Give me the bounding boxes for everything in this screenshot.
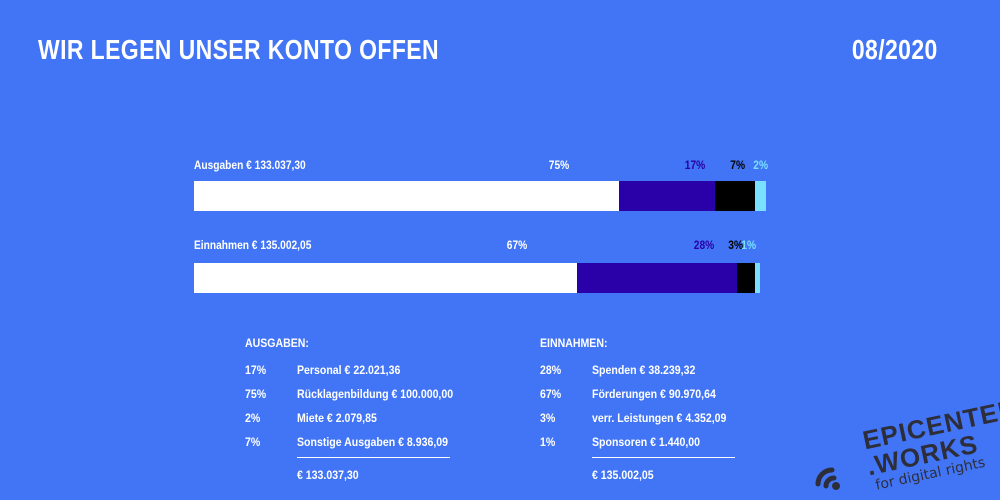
total-value: € 135.002,05 bbox=[592, 468, 654, 482]
pct-label: 1% bbox=[741, 238, 757, 252]
pct-label: 17% bbox=[684, 158, 705, 172]
bar-ausgaben bbox=[194, 181, 767, 211]
epicenter-works-logo: EPICENTER .WORKS for digital rights bbox=[812, 393, 1000, 498]
item-text: Miete € 2.079,85 bbox=[297, 411, 377, 425]
item-pct: 1% bbox=[540, 435, 556, 449]
section-heading: AUSGABEN: bbox=[245, 336, 309, 350]
page-title: WIR LEGEN UNSER KONTO OFFEN bbox=[38, 34, 439, 65]
item-pct: 2% bbox=[245, 411, 261, 425]
bar-segment bbox=[618, 181, 716, 211]
item-text: Spenden € 38.239,32 bbox=[592, 363, 696, 377]
bar-segment bbox=[754, 181, 767, 211]
pct-label: 67% bbox=[507, 238, 528, 252]
item-pct: 7% bbox=[245, 435, 261, 449]
report-date: 08/2020 bbox=[852, 34, 938, 65]
bar-segment bbox=[754, 263, 761, 293]
bar-label-ausgaben: Ausgaben € 133.037,30 bbox=[194, 158, 306, 172]
sum-divider bbox=[592, 457, 735, 458]
item-pct: 67% bbox=[540, 387, 562, 401]
bar-segment bbox=[577, 263, 738, 293]
bar-segment bbox=[715, 181, 755, 211]
sum-divider bbox=[297, 457, 450, 458]
signal-waves-icon bbox=[815, 467, 840, 490]
item-pct: 28% bbox=[540, 363, 562, 377]
item-text: Sonstige Ausgaben € 8.936,09 bbox=[297, 435, 449, 449]
pct-label: 28% bbox=[693, 238, 715, 252]
pct-label: 7% bbox=[730, 158, 746, 172]
item-pct: 3% bbox=[540, 411, 556, 425]
bar-label-einnahmen: Einnahmen € 135.002,05 bbox=[194, 238, 312, 252]
item-text: Förderungen € 90.970,64 bbox=[592, 387, 716, 401]
total-value: € 133.037,30 bbox=[297, 468, 359, 482]
item-text: Sponsoren € 1.440,00 bbox=[592, 435, 701, 449]
pct-label: 2% bbox=[753, 158, 768, 172]
bar-segment bbox=[737, 263, 755, 293]
pct-label: 3% bbox=[727, 238, 743, 252]
item-pct: 75% bbox=[245, 387, 267, 401]
item-text: Personal € 22.021,36 bbox=[297, 363, 401, 377]
pct-label: 75% bbox=[548, 158, 570, 172]
item-pct: 17% bbox=[245, 363, 267, 377]
section-heading: EINNAHMEN: bbox=[540, 336, 608, 350]
bar-segment bbox=[194, 181, 619, 211]
bar-einnahmen bbox=[194, 263, 766, 293]
item-text: Rücklagenbildung € 100.000,00 bbox=[297, 387, 454, 401]
item-text: verr. Leistungen € 4.352,09 bbox=[592, 411, 727, 425]
bar-segment bbox=[194, 263, 578, 293]
